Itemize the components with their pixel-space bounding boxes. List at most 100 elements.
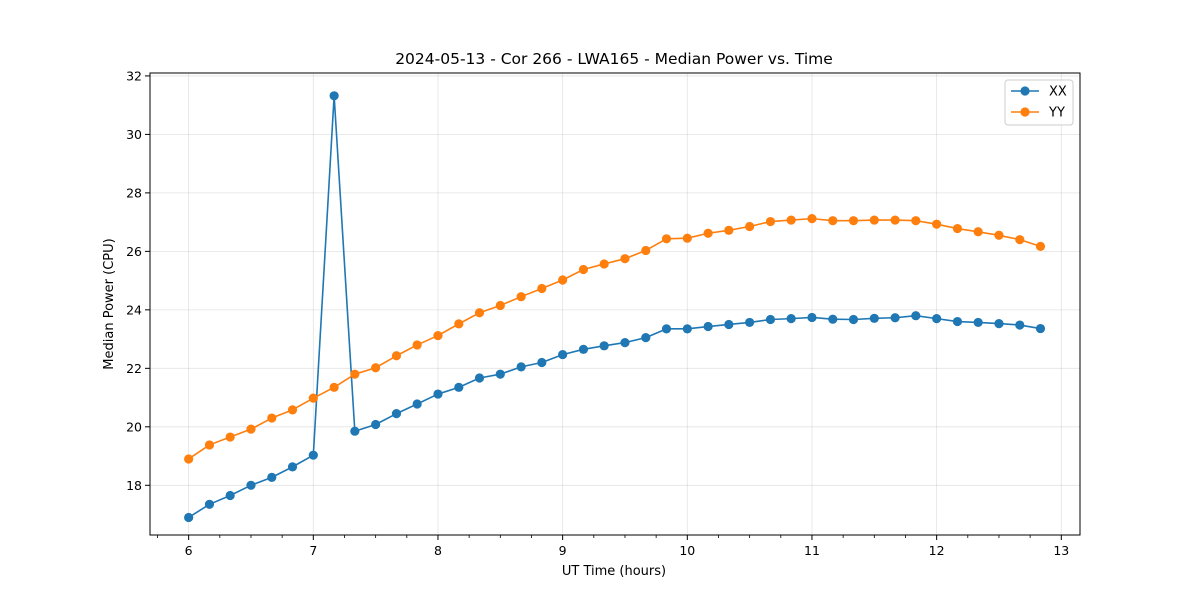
chart-title: 2024-05-13 - Cor 266 - LWA165 - Median P… (395, 50, 833, 68)
data-point-xx (745, 317, 755, 328)
data-point-yy (1035, 241, 1046, 251)
data-point-xx (246, 480, 256, 490)
data-point-xx (474, 373, 485, 383)
series-yy (184, 214, 1046, 464)
data-point-yy (641, 245, 651, 256)
data-point-yy (267, 413, 277, 423)
y-tick-label: 20 (126, 419, 142, 434)
data-point-yy (225, 432, 235, 442)
data-point-xx (724, 319, 734, 330)
series-xx (184, 91, 1046, 523)
data-point-yy (807, 214, 817, 224)
data-point-yy (371, 363, 381, 373)
legend-item-xx: XX (1011, 85, 1067, 100)
data-point-yy (620, 254, 630, 264)
data-point-xx (703, 321, 713, 332)
legend-item-yy: YY (1011, 106, 1065, 121)
data-point-xx (932, 314, 942, 324)
y-tick-label: 28 (126, 185, 142, 200)
y-tick-label: 30 (126, 127, 142, 142)
data-point-xx (412, 399, 422, 409)
data-point-xx (599, 341, 609, 351)
data-point-yy (661, 234, 672, 244)
data-point-xx (267, 472, 277, 482)
data-point-xx (890, 313, 900, 323)
data-point-xx (620, 337, 630, 348)
data-point-yy (765, 216, 776, 227)
data-point-yy (911, 216, 921, 226)
data-point-yy (578, 264, 589, 275)
y-tick-label: 24 (126, 302, 142, 317)
data-point-yy (1015, 235, 1025, 245)
data-point-yy (391, 351, 402, 361)
legend-marker-xx (1020, 86, 1030, 96)
grid-layer (150, 73, 1080, 535)
data-point-xx (869, 313, 879, 323)
data-point-yy (952, 223, 963, 234)
x-tick-label: 6 (185, 543, 193, 558)
data-point-yy (724, 225, 734, 235)
y-axis-label: Median Power (CPU) (102, 238, 117, 369)
data-point-yy (558, 275, 568, 285)
data-point-xx (786, 314, 796, 324)
data-point-yy (454, 319, 464, 329)
data-point-yy (204, 440, 215, 450)
plot-frame (149, 72, 1081, 536)
x-tick-label: 11 (804, 543, 820, 558)
data-point-yy (184, 454, 194, 464)
data-point-yy (474, 308, 485, 318)
data-point-xx (828, 314, 838, 324)
data-point-yy (973, 227, 983, 237)
data-point-xx (848, 314, 859, 325)
data-point-xx (765, 314, 776, 325)
x-tick-label: 7 (309, 543, 317, 558)
data-point-yy (287, 405, 298, 415)
data-point-xx (184, 512, 194, 523)
data-point-xx (371, 419, 381, 430)
data-point-yy (246, 424, 256, 434)
data-point-xx (682, 324, 692, 334)
data-point-xx (1035, 323, 1046, 334)
data-point-yy (537, 283, 547, 294)
series-layer (184, 91, 1046, 523)
data-point-yy (932, 219, 942, 229)
data-point-yy (682, 233, 692, 243)
data-point-yy (994, 230, 1004, 240)
data-point-xx (433, 389, 443, 399)
data-point-xx (204, 499, 215, 509)
data-point-yy (828, 216, 838, 226)
data-point-xx (952, 316, 963, 327)
data-point-xx (287, 462, 298, 472)
legend-label-xx: XX (1049, 85, 1067, 100)
data-point-yy (786, 215, 796, 225)
data-point-yy (599, 259, 609, 269)
data-point-xx (911, 311, 921, 321)
data-point-yy (308, 393, 318, 403)
data-point-xx (308, 450, 318, 460)
data-point-xx (329, 91, 339, 101)
tick-layer: 6 7 8 9 10 11 12 13 18 20 22 24 26 28 30 32 (126, 68, 1069, 558)
data-point-xx (391, 409, 402, 419)
data-point-xx (558, 349, 568, 360)
data-point-yy (890, 215, 900, 225)
data-point-xx (454, 382, 464, 392)
x-tick-label: 9 (559, 543, 567, 558)
data-point-yy (495, 300, 505, 311)
data-point-yy (848, 216, 859, 226)
legend-label-yy: YY (1048, 106, 1065, 121)
data-point-xx (994, 318, 1004, 329)
data-point-yy (869, 215, 879, 225)
legend: XX YY (1004, 79, 1074, 126)
data-point-xx (516, 362, 526, 372)
data-point-yy (329, 382, 339, 392)
x-tick-label: 10 (679, 543, 695, 558)
data-point-yy (516, 292, 526, 302)
y-tick-label: 22 (126, 361, 142, 376)
data-point-yy (745, 221, 755, 232)
data-point-xx (807, 312, 817, 323)
y-tick-label: 18 (126, 478, 142, 493)
x-tick-label: 12 (929, 543, 945, 558)
x-axis-label: UT Time (hours) (562, 564, 666, 579)
